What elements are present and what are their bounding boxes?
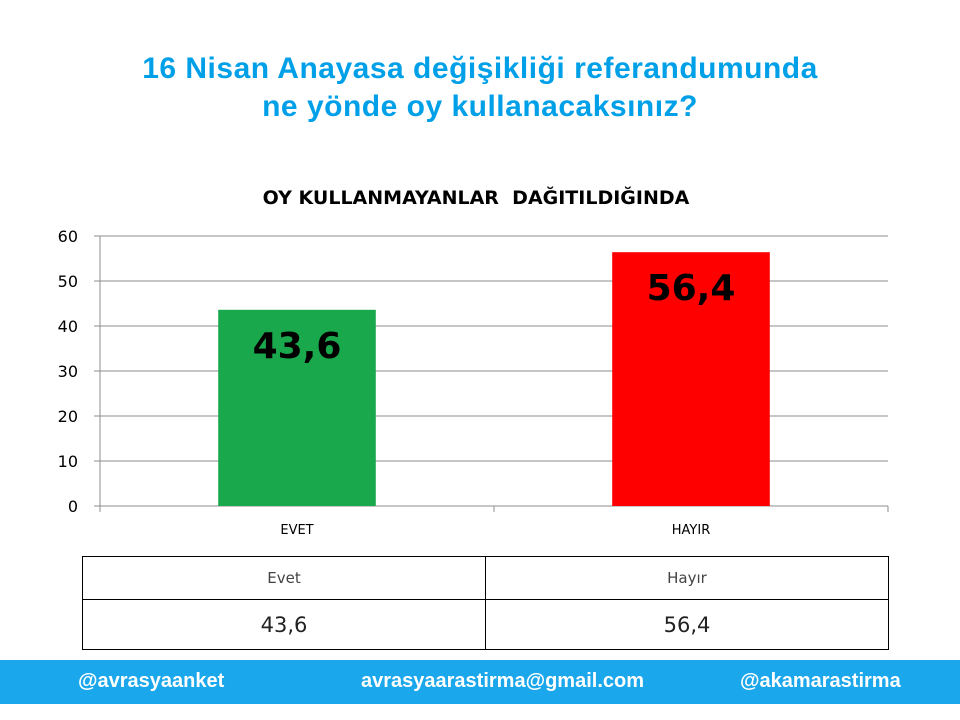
headline-line-2: ne yönde oy kullanacaksınız? xyxy=(262,90,698,123)
data-label-hayir: 56,4 xyxy=(647,268,736,309)
footer-bar: @avrasyaanket avrasyaarastirma@gmail.com… xyxy=(0,660,960,704)
table-header-row: Evet Hayır xyxy=(82,556,889,600)
x-category-label-hayir: HAYIR xyxy=(672,523,710,538)
table-cell-evet: 43,6 xyxy=(82,599,486,650)
bar-hayir xyxy=(612,252,770,506)
y-tick-label: 30 xyxy=(58,362,78,381)
bar-chart: OY KULLANMAYANLAR DAĞITILDIĞINDA 0 10 20 30… xyxy=(58,185,889,538)
y-tick-label: 10 xyxy=(58,452,78,471)
chart-title: OY KULLANMAYANLAR DAĞITILDIĞINDA xyxy=(263,185,690,209)
x-category-label-evet: EVET xyxy=(280,523,313,538)
y-tick-label: 20 xyxy=(58,407,78,426)
y-tick-label: 60 xyxy=(58,227,78,246)
data-label-evet: 43,6 xyxy=(253,326,342,367)
table-row: 43,6 56,4 xyxy=(82,599,889,650)
headline-line-1: 16 Nisan Anayasa değişikliği referandumu… xyxy=(142,52,818,85)
bar-evet xyxy=(218,309,376,506)
table-header-evet: Evet xyxy=(82,556,486,600)
page-headline: 16 Nisan Anayasa değişikliği referandumu… xyxy=(0,50,960,126)
y-tick-label: 0 xyxy=(68,497,78,516)
footer-twitter-handle: @avrasyaanket xyxy=(78,670,225,692)
footer-email: avrasyaarastirma@gmail.com xyxy=(361,670,644,692)
bars xyxy=(218,252,770,506)
y-tick-label: 40 xyxy=(58,317,78,336)
y-tick-label: 50 xyxy=(58,272,78,291)
table-header-hayir: Hayır xyxy=(485,556,889,600)
table-cell-hayir: 56,4 xyxy=(485,599,889,650)
footer-twitter-handle-2: @akamarastirma xyxy=(740,670,901,692)
labels: 0 10 20 30 40 50 60 43,6 EVET 56,4 HAYIR xyxy=(58,227,736,538)
data-table: Evet Hayır 43,6 56,4 xyxy=(82,556,889,650)
